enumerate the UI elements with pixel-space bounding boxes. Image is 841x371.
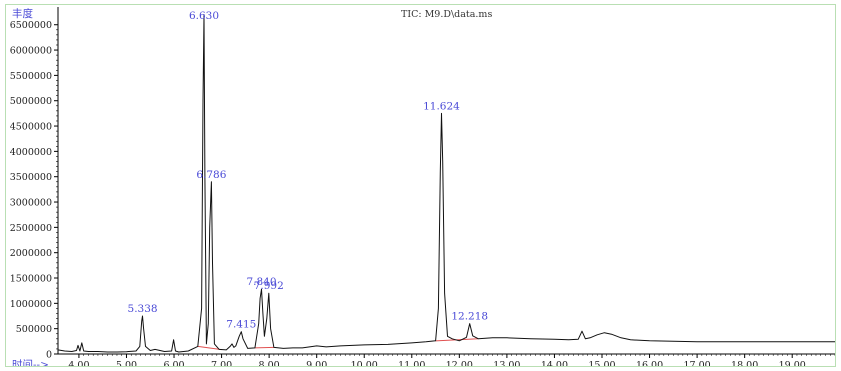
x-tick-label: 11.00 [398,360,425,366]
y-tick-label: 1500000 [10,274,52,285]
x-tick-label: 8.00 [259,360,280,366]
x-tick-label: 17.00 [683,360,710,366]
peak-label: 6.786 [196,169,226,181]
peak-label: 7.840 [246,276,276,288]
x-tick-label: 19.00 [779,360,806,366]
y-tick-label: 4500000 [10,122,52,133]
chromatogram-chart: TIC: M9.D\data.ms 丰度 时间--> 0 500000 100000… [10,7,835,366]
x-axis-label: 时间--> [12,358,49,366]
y-tick-label: 2500000 [10,223,52,234]
y-tick-label: 3000000 [10,198,52,209]
chart-title: TIC: M9.D\data.ms [401,9,492,20]
x-tick-label: 9.00 [306,360,327,366]
x-tick-label: 12.00 [446,360,473,366]
peak-label: 12.218 [451,311,488,323]
y-tick-label: 0 [46,350,52,361]
y-tick-label: 1000000 [10,299,52,310]
y-tick-label: 5500000 [10,71,52,82]
x-tick-label: 18.00 [731,360,758,366]
peak-label: 6.630 [189,10,219,22]
chart-frame: TIC: M9.D\data.ms 丰度 时间--> 0 500000 100000… [5,4,836,367]
integration-baseline [254,346,274,349]
peak-label: 7.992 [254,280,284,292]
y-tick-label: 3500000 [10,172,52,183]
x-tick-label: 15.00 [588,360,615,366]
y-tick-label: 4000000 [10,147,52,158]
x-tick-label: 13.00 [493,360,520,366]
y-tick-label: 6500000 [10,20,52,31]
peak-label: 11.624 [423,100,460,112]
plot-area: 0 500000 1000000 1500000 2000000 2500000 30000… [10,7,835,366]
x-tick-label: 5.00 [116,360,137,366]
tic-trace [57,14,835,353]
y-tick-label: 2000000 [10,248,52,259]
x-tick-label: 7.00 [211,360,232,366]
peak-label: 5.338 [128,303,158,315]
y-tick-label: 6000000 [10,46,52,57]
integration-baseline [197,345,222,351]
x-tick-label: 10.00 [351,360,378,366]
y-tick-label: 5000000 [10,96,52,107]
y-tick-label: 500000 [16,324,52,335]
y-axis-label: 丰度 [12,7,33,20]
peak-label: 7.415 [226,319,256,331]
x-tick-label: 16.00 [636,360,663,366]
x-tick-label: 4.00 [68,360,89,366]
x-tick-label: 6.00 [163,360,184,366]
x-tick-label: 14.00 [541,360,568,366]
